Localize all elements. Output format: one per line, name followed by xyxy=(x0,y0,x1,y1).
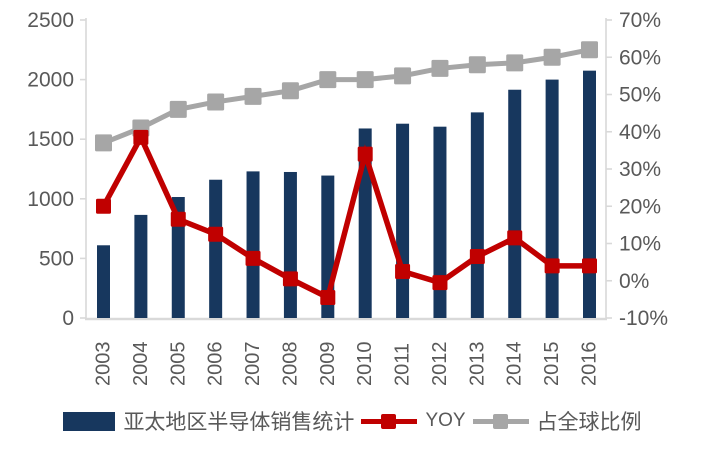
x-axis-label-2008: 2008 xyxy=(279,342,301,387)
left-axis-tick-label: 500 xyxy=(39,247,74,270)
share-marker-2011 xyxy=(394,67,412,85)
bar-2014 xyxy=(508,89,522,319)
yoy-marker-2010 xyxy=(357,146,373,162)
legend-label-share: 占全球比例 xyxy=(536,410,642,434)
x-axis-label-2015: 2015 xyxy=(541,342,563,387)
bar-2012 xyxy=(433,126,447,319)
right-axis-tick-label: 50% xyxy=(619,84,661,107)
x-axis-label-2006: 2006 xyxy=(205,342,227,387)
x-axis-label-2010: 2010 xyxy=(354,342,376,387)
yoy-swatch-marker xyxy=(381,413,397,429)
bar-2011 xyxy=(396,123,410,318)
x-axis-label-2005: 2005 xyxy=(167,342,189,387)
bar-2015 xyxy=(545,79,559,318)
legend-label-sales: 亚太地区半导体销售统计 xyxy=(123,410,355,434)
x-axis-label-2014: 2014 xyxy=(504,342,526,387)
yoy-marker-2009 xyxy=(320,290,336,306)
x-axis-label-2007: 2007 xyxy=(242,342,264,387)
right-axis-tick-label: 20% xyxy=(619,195,661,218)
chart-legend: 亚太地区半导体销售统计 YOY 占全球比例 xyxy=(0,406,705,436)
legend-item-sales: 亚太地区半导体销售统计 xyxy=(63,406,354,436)
right-axis-tick-label: 70% xyxy=(619,9,661,32)
yoy-marker-2015 xyxy=(544,258,560,274)
left-axis-tick-label: 1000 xyxy=(27,188,74,211)
bar-2007 xyxy=(246,171,260,318)
share-marker-2014 xyxy=(506,54,524,72)
x-axis-label-2009: 2009 xyxy=(317,342,339,387)
right-axis-tick-label: 60% xyxy=(619,46,661,69)
share-marker-2016 xyxy=(581,41,598,59)
share-marker-2005 xyxy=(169,100,187,118)
sales-bar-swatch xyxy=(63,411,116,431)
yoy-marker-2005 xyxy=(170,211,186,227)
yoy-marker-2012 xyxy=(432,275,448,291)
share-marker-2015 xyxy=(543,48,561,66)
x-axis-label-2003: 2003 xyxy=(93,342,115,387)
yoy-marker-2014 xyxy=(507,230,523,246)
share-marker-2007 xyxy=(244,87,262,105)
bar-2016 xyxy=(583,70,596,318)
yoy-marker-2008 xyxy=(282,271,298,287)
yoy-marker-2003 xyxy=(96,198,111,214)
right-axis-tick-label: -10% xyxy=(619,307,668,330)
legend-label-yoy: YOY xyxy=(425,410,466,431)
left-axis-tick-label: 0 xyxy=(62,307,74,330)
yoy-marker-2016 xyxy=(582,258,597,274)
yoy-marker-2007 xyxy=(245,250,261,266)
share-marker-2006 xyxy=(207,93,225,111)
x-axis-label-2013: 2013 xyxy=(466,342,488,387)
share-marker-2012 xyxy=(431,59,449,77)
legend-item-yoy: YOY xyxy=(361,410,466,432)
yoy-marker-2006 xyxy=(208,226,224,242)
bar-2008 xyxy=(283,171,297,318)
bar-2006 xyxy=(209,179,223,318)
share-marker-2013 xyxy=(468,56,486,74)
share-marker-2003 xyxy=(95,134,112,152)
share-marker-2010 xyxy=(356,71,374,89)
share-swatch-marker xyxy=(492,413,508,429)
x-axis-label-2016: 2016 xyxy=(579,342,601,387)
legend-item-share: 占全球比例 xyxy=(472,406,642,436)
left-axis-tick-label: 2000 xyxy=(27,69,74,92)
bar-2003 xyxy=(97,245,110,318)
share-marker-2009 xyxy=(319,71,337,89)
x-axis-label-2004: 2004 xyxy=(130,342,152,387)
right-axis-tick-label: 30% xyxy=(619,158,661,181)
share-marker-2008 xyxy=(281,82,299,100)
left-axis-tick-label: 1500 xyxy=(27,128,74,151)
yoy-marker-2013 xyxy=(469,249,485,265)
bar-2005 xyxy=(171,197,185,318)
x-axis-label-2011: 2011 xyxy=(392,343,414,386)
left-axis-tick-label: 2500 xyxy=(27,9,74,32)
share-line-swatch xyxy=(472,413,529,430)
right-axis-tick-label: 40% xyxy=(619,121,661,144)
x-axis-label-2012: 2012 xyxy=(429,342,451,387)
right-axis-tick-label: 0% xyxy=(619,270,649,293)
yoy-line-swatch xyxy=(361,413,418,430)
bar-2004 xyxy=(134,214,148,318)
right-axis-tick-label: 10% xyxy=(619,233,661,256)
yoy-marker-2011 xyxy=(395,263,411,279)
bar-2013 xyxy=(470,112,484,318)
yoy-marker-2004 xyxy=(133,129,149,145)
